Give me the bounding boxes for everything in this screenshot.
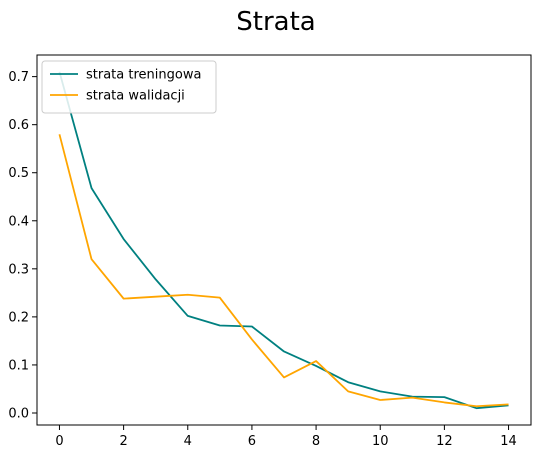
x-tick-label: 4 <box>184 434 192 449</box>
x-tick-label: 10 <box>372 434 389 449</box>
legend-label: strata walidacji <box>86 89 185 104</box>
y-tick-label: 0.5 <box>8 166 29 181</box>
y-tick-label: 0.0 <box>8 406 29 421</box>
chart-title: Strata <box>236 7 315 37</box>
x-tick-label: 14 <box>500 434 517 449</box>
y-tick-label: 0.4 <box>8 214 29 229</box>
plot-frame <box>36 54 532 426</box>
y-axis: 0.0 0.1 0.2 0.3 0.4 0.5 0.6 0.7 <box>8 70 37 421</box>
y-tick-label: 0.3 <box>8 262 29 277</box>
x-tick-label: 0 <box>55 434 63 449</box>
x-tick-label: 6 <box>248 434 256 449</box>
y-tick-label: 0.2 <box>8 310 29 325</box>
x-tick-label: 12 <box>436 434 453 449</box>
y-tick-label: 0.1 <box>8 358 29 373</box>
series-layer <box>58 71 509 410</box>
series-line-2 <box>58 134 509 408</box>
x-tick-label: 2 <box>119 434 127 449</box>
x-tick-label: 8 <box>312 434 320 449</box>
legend: strata treningowa strata walidacji <box>41 60 217 114</box>
legend-box <box>41 60 217 114</box>
y-tick-label: 0.6 <box>8 118 29 133</box>
plot-area <box>37 55 531 425</box>
legend-label: strata treningowa <box>86 68 201 83</box>
series-line-1 <box>58 71 509 410</box>
y-tick-label: 0.7 <box>8 70 29 85</box>
x-axis: 0 2 4 6 8 10 12 14 <box>55 425 517 449</box>
